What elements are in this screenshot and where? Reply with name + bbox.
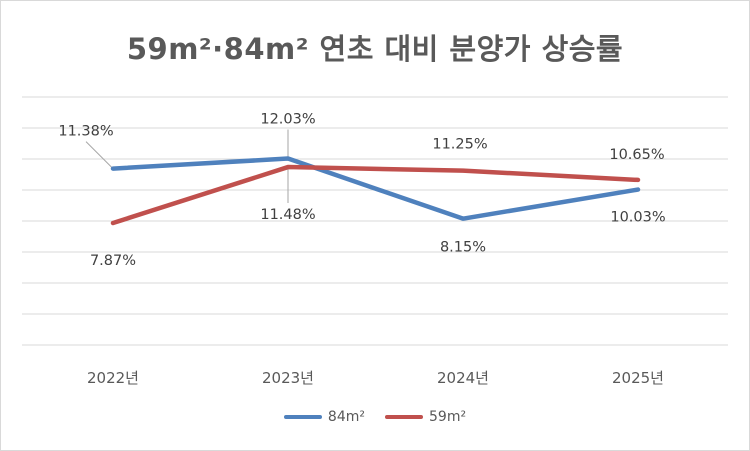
data-label: 11.25% (432, 137, 487, 153)
x-tick-label: 2023년 (262, 369, 314, 387)
x-tick-label: 2024년 (437, 369, 489, 387)
data-label: 7.87% (90, 253, 136, 269)
label-leader-line (85, 141, 114, 169)
legend-label-59: 59m² (429, 409, 467, 425)
series-line-84 (110, 156, 641, 221)
legend-label-84: 84m² (327, 409, 365, 425)
legend: 84m² 59m² (0, 409, 750, 425)
x-tick-label: 2022년 (87, 369, 139, 387)
chart-title: 59m²·84m² 연초 대비 분양가 상승률 (126, 32, 624, 66)
data-label: 10.65% (609, 147, 664, 163)
data-label: 8.15% (440, 240, 486, 256)
data-label: 11.48% (260, 207, 315, 223)
label-leader-lines (85, 129, 289, 204)
legend-swatch-84 (283, 415, 322, 419)
legend-item-84: 84m² (283, 409, 365, 425)
series-line-59 (110, 164, 641, 226)
data-label: 12.03% (260, 112, 315, 128)
series-lines (110, 156, 641, 226)
legend-swatch-59 (385, 415, 423, 419)
data-labels: 11.38% 12.03% 8.15% 10.03% 7.87% 11.48% 11.25%… (58, 112, 665, 269)
x-tick-label: 2025년 (612, 369, 664, 387)
data-label: 10.03% (610, 210, 665, 226)
data-label: 11.38% (58, 124, 113, 140)
x-axis-ticks: 2022년 2023년 2024년 2025년 (87, 369, 664, 387)
legend-item-59: 59m² (385, 409, 466, 425)
